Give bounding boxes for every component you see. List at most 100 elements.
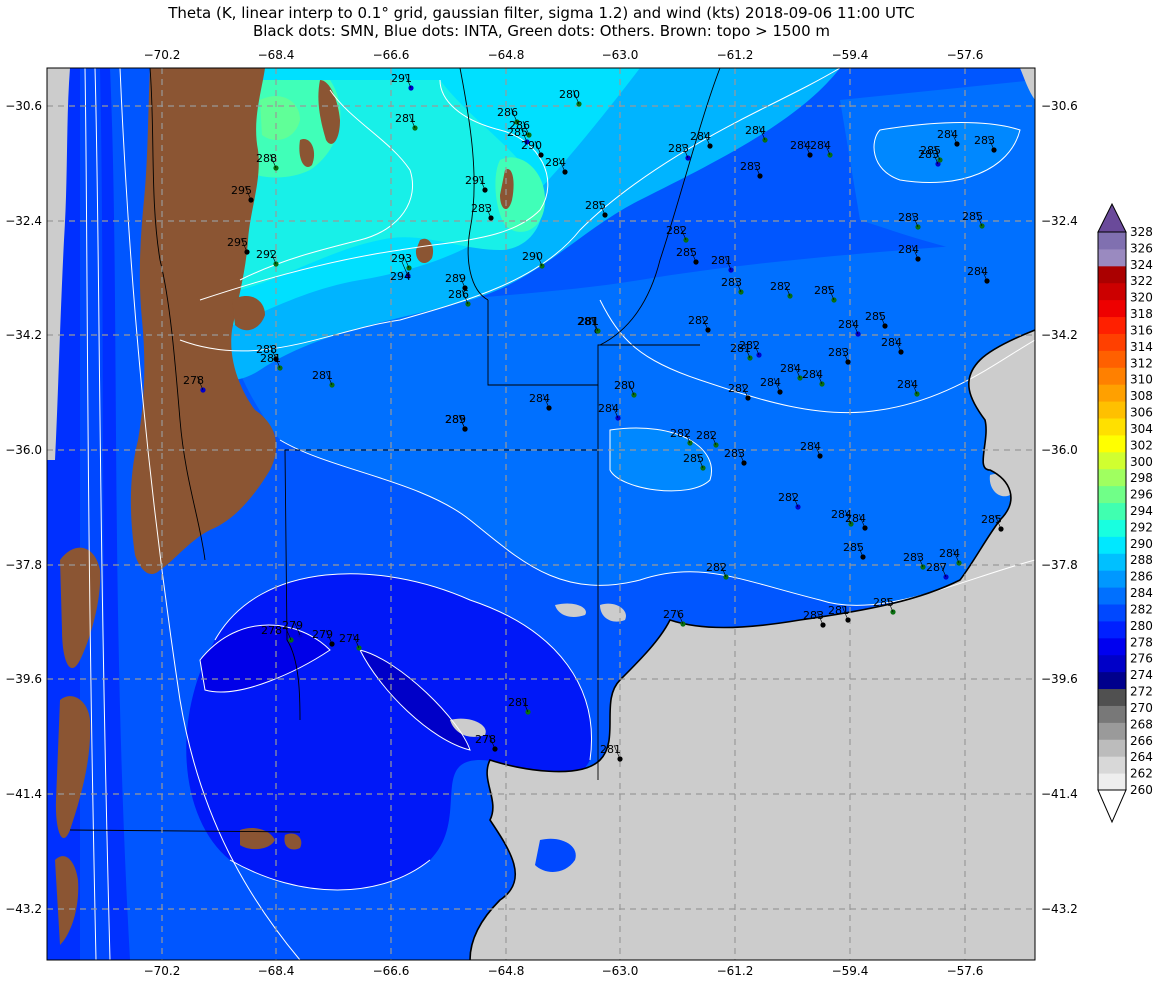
station-theta-label: 283 [668, 142, 689, 155]
colorbar-swatch [1098, 418, 1126, 436]
station-theta-label: 282 [706, 561, 727, 574]
lon-tick-top: −70.2 [144, 48, 181, 62]
station-theta-label: 285 [843, 541, 864, 554]
lat-tick-right: −43.2 [1041, 902, 1078, 916]
station-theta-label: 288 [256, 152, 277, 165]
station-theta-label: 283 [898, 211, 919, 224]
colorbar-label: 314 [1130, 340, 1153, 354]
station-theta-label: 284 [845, 512, 866, 525]
station-theta-label: 282 [688, 314, 709, 327]
wind-barb [404, 73, 412, 89]
colorbar-label: 322 [1130, 274, 1153, 288]
wind-barb [791, 492, 799, 508]
wind-barb [484, 203, 492, 219]
wind-barb [734, 277, 742, 293]
station-theta-label: 284 [780, 362, 801, 375]
station-theta-label: 284 [745, 124, 766, 137]
colorbar-label: 310 [1130, 373, 1153, 387]
colorbar-swatch [1098, 248, 1126, 267]
station-theta-label: 284 [800, 440, 821, 453]
gridlines [47, 68, 1035, 960]
wind-barb [975, 211, 983, 227]
station-theta-label: 284 [545, 156, 566, 169]
station-theta-label: 285 [873, 596, 894, 609]
lon-tick-top: −64.8 [488, 48, 525, 62]
wind-barb [851, 319, 859, 335]
station-theta-label: 281 [508, 696, 529, 709]
station-theta-label: 283 [724, 447, 745, 460]
station-theta-label: 280 [614, 379, 635, 392]
lon-tick-bottom: −59.4 [832, 964, 869, 978]
colorbar-label: 270 [1130, 701, 1153, 715]
theta-region-276 [200, 625, 330, 692]
station-theta-label: 291 [391, 72, 412, 85]
atlantic-ocean [470, 330, 1035, 960]
station-theta-label: 281 [730, 342, 751, 355]
colorbar-swatch [1098, 502, 1126, 520]
station-theta-label: 285 [865, 310, 886, 323]
colorbar-swatch [1098, 485, 1126, 504]
colorbar-label: 294 [1130, 504, 1153, 518]
station-theta-label: 284 [898, 243, 919, 256]
wind-barb [719, 562, 727, 578]
valdes-peninsula [535, 838, 576, 872]
station-theta-label: 280 [559, 88, 580, 101]
colorbar-label: 308 [1130, 389, 1153, 403]
lat-tick-right: −34.2 [1041, 328, 1078, 342]
chile-west [47, 68, 70, 460]
station-theta-label: 284 [810, 139, 831, 152]
station-theta-label: 283 [803, 609, 824, 622]
colorbar-label: 276 [1130, 652, 1153, 666]
plot-title-line2: Black dots: SMN, Blue dots: INTA, Green … [252, 22, 831, 40]
lon-tick-bottom: −63.0 [602, 964, 639, 978]
wind-barb [878, 311, 886, 327]
wind-barb [488, 734, 496, 750]
lon-tick-bottom: −70.2 [144, 964, 181, 978]
station-theta-label: 284 [790, 139, 811, 152]
wind-barb [681, 143, 689, 159]
wind-barb [815, 369, 823, 385]
colorbar-label: 260 [1130, 783, 1153, 797]
colorbar-label: 278 [1130, 635, 1153, 649]
station-theta-label: 283 [828, 346, 849, 359]
wind-barb [841, 347, 849, 363]
wind-barb [783, 281, 791, 297]
plot-title-line1: Theta (K, linear interp to 0.1° grid, ga… [168, 4, 915, 22]
colorbar-label: 328 [1130, 225, 1153, 239]
lat-tick-left: −34.2 [5, 328, 42, 342]
station-theta-label: 285 [920, 144, 941, 157]
lat-tick-right: −39.6 [1041, 672, 1078, 686]
station-theta-label: 279 [312, 628, 333, 641]
station-theta-label: 284 [881, 336, 902, 349]
colorbar-swatch [1098, 282, 1126, 301]
colorbar-swatch [1098, 570, 1126, 588]
colorbar-label: 300 [1130, 455, 1153, 469]
colorbar-swatch [1098, 367, 1126, 385]
wind-barb [950, 129, 958, 145]
corner-grey [1020, 68, 1035, 100]
colorbar-swatch [1098, 536, 1126, 554]
wind-barb [458, 273, 466, 289]
axis-ticks: −70.2 −70.2 −68.4 −68.4 −66.6 −66.6 −64.8 −64.8… [5, 48, 1078, 978]
colorbar-label: 318 [1130, 307, 1153, 321]
station-theta-label: 289 [445, 272, 466, 285]
wind-barb [709, 430, 717, 446]
station-theta-label: 286 [509, 119, 530, 132]
colorbar-swatch [1098, 350, 1126, 368]
station-theta-label: 283 [903, 551, 924, 564]
wind-barb [408, 113, 416, 129]
lat-tick-left: −36.0 [5, 443, 42, 457]
wind-barb [591, 316, 599, 332]
station-theta-label: 294 [390, 270, 411, 283]
colorbar-swatch [1098, 756, 1126, 774]
colorbar-label: 296 [1130, 488, 1153, 502]
wind-barb [939, 562, 947, 578]
station-theta-label: 281 [600, 743, 621, 756]
wind-barb [325, 370, 333, 386]
colorbar-swatch [1098, 773, 1126, 791]
station-theta-label: 284 [831, 508, 852, 521]
colorbar-swatch [1098, 316, 1126, 334]
station-theta-label: 286 [448, 288, 469, 301]
lon-tick-top: −61.2 [717, 48, 754, 62]
